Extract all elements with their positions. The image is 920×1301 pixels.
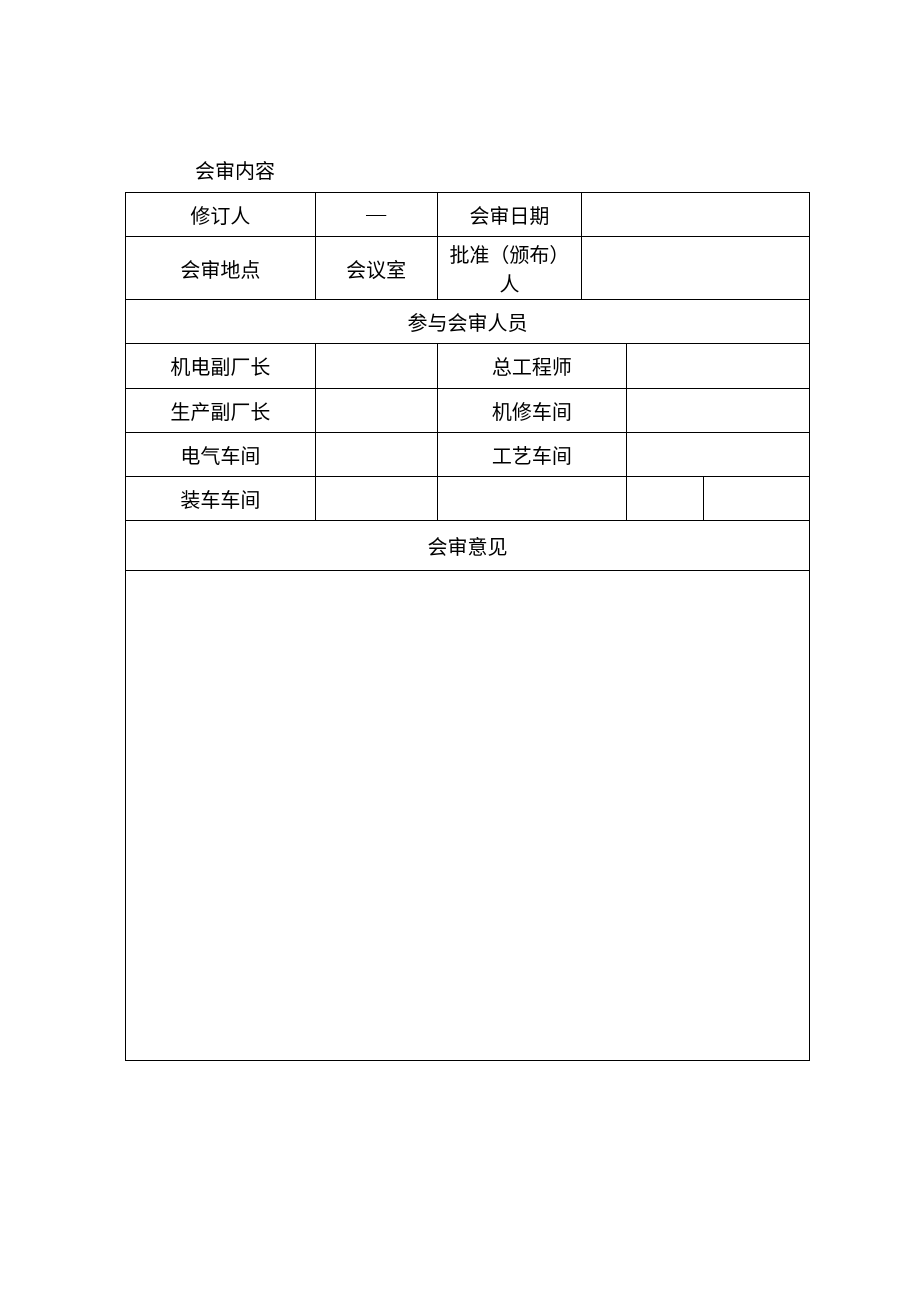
value-elec-workshop: [315, 432, 437, 476]
label-elec-workshop: 电气车间: [126, 432, 316, 476]
label-process-workshop: 工艺车间: [437, 432, 627, 476]
value-approver: [582, 237, 810, 300]
label-chief-engineer: 总工程师: [437, 344, 627, 388]
value-mech-workshop: [627, 388, 810, 432]
participant-row-1: 机电副厂长 总工程师: [126, 344, 810, 388]
row-opinion-body: [126, 570, 810, 1060]
row-location: 会审地点 会议室 批准（颁布）人: [126, 237, 810, 300]
value-chief-engineer: [627, 344, 810, 388]
label-loading-workshop: 装车车间: [126, 476, 316, 520]
participant-row-4: 装车车间: [126, 476, 810, 520]
value-empty-1: [627, 476, 704, 520]
header-title: 会审内容: [195, 155, 920, 184]
label-mech-workshop: 机修车间: [437, 388, 627, 432]
section-participants-title: 参与会审人员: [126, 300, 810, 344]
section-opinion-title: 会审意见: [126, 520, 810, 570]
label-approver: 批准（颁布）人: [437, 237, 582, 300]
opinion-content: [126, 570, 810, 1060]
row-participants-header: 参与会审人员: [126, 300, 810, 344]
value-location: 会议室: [315, 237, 437, 300]
value-reviser: —: [315, 193, 437, 237]
value-empty-2: [704, 476, 810, 520]
row-opinion-header: 会审意见: [126, 520, 810, 570]
label-reviser: 修订人: [126, 193, 316, 237]
value-prod-deputy: [315, 388, 437, 432]
participants-table: 机电副厂长 总工程师 生产副厂长 机修车间 电气车间 工艺车间 装车车间 会审意…: [125, 344, 810, 1061]
label-mech-deputy: 机电副厂长: [126, 344, 316, 388]
label-review-date: 会审日期: [437, 193, 582, 237]
participant-row-3: 电气车间 工艺车间: [126, 432, 810, 476]
value-mech-deputy: [315, 344, 437, 388]
value-process-workshop: [627, 432, 810, 476]
label-empty-1: [437, 476, 627, 520]
document-page: 会审内容 修订人 — 会审日期 会审地点 会议室 批准（颁布）人 参与会审人员 …: [0, 0, 920, 1061]
participant-row-2: 生产副厂长 机修车间: [126, 388, 810, 432]
row-reviser: 修订人 — 会审日期: [126, 193, 810, 237]
value-review-date: [582, 193, 810, 237]
value-loading-workshop: [315, 476, 437, 520]
label-location: 会审地点: [126, 237, 316, 300]
review-form-table: 修订人 — 会审日期 会审地点 会议室 批准（颁布）人 参与会审人员: [125, 192, 810, 344]
label-prod-deputy: 生产副厂长: [126, 388, 316, 432]
